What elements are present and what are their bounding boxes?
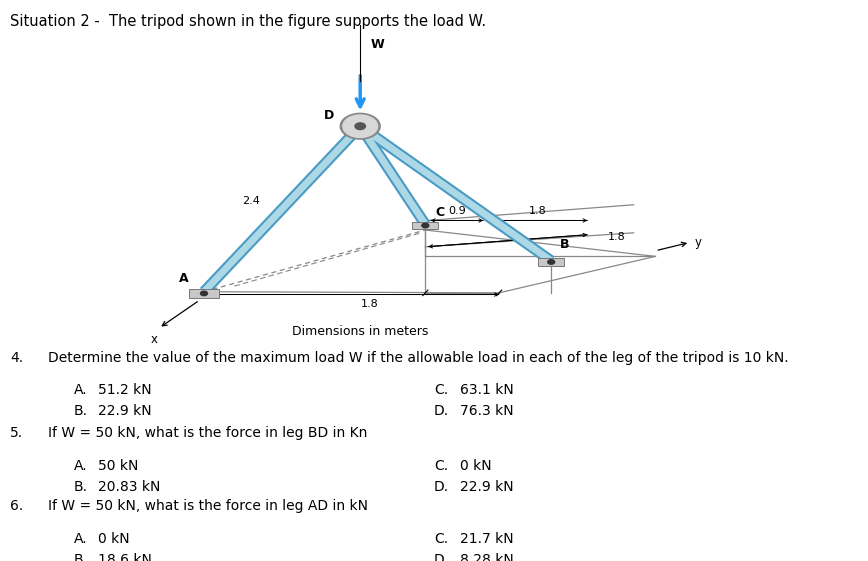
Bar <box>538 258 564 266</box>
Circle shape <box>201 291 207 296</box>
Text: C.: C. <box>434 459 448 473</box>
Bar <box>412 222 438 229</box>
Text: 1.8: 1.8 <box>608 232 625 242</box>
Text: 50 kN: 50 kN <box>98 459 139 473</box>
Circle shape <box>355 123 365 130</box>
Text: C: C <box>436 206 445 219</box>
Text: 20.83 kN: 20.83 kN <box>98 480 161 494</box>
Text: 18.6 kN: 18.6 kN <box>98 553 152 561</box>
Text: If W = 50 kN, what is the force in leg BD in Kn: If W = 50 kN, what is the force in leg B… <box>48 426 367 440</box>
Text: 0 kN: 0 kN <box>98 532 129 546</box>
Circle shape <box>343 115 378 137</box>
Text: x: x <box>151 333 158 346</box>
Text: 0.9: 0.9 <box>448 206 466 216</box>
Text: 76.3 kN: 76.3 kN <box>460 404 514 419</box>
Text: 5.: 5. <box>10 426 23 440</box>
Text: C.: C. <box>434 532 448 546</box>
Text: D: D <box>324 109 334 122</box>
Text: W: W <box>371 38 385 52</box>
Bar <box>188 289 219 298</box>
Text: 63.1 kN: 63.1 kN <box>460 383 514 397</box>
Circle shape <box>422 223 429 228</box>
Text: D.: D. <box>434 480 449 494</box>
Text: C.: C. <box>434 383 448 397</box>
Text: B: B <box>560 238 569 251</box>
Text: 22.9 kN: 22.9 kN <box>460 480 514 494</box>
Text: 1.8: 1.8 <box>529 206 547 216</box>
Text: Situation 2 -  The tripod shown in the figure supports the load W.: Situation 2 - The tripod shown in the fi… <box>10 14 487 29</box>
Text: A.: A. <box>74 383 88 397</box>
Text: 51.2 kN: 51.2 kN <box>98 383 152 397</box>
Text: 2.4: 2.4 <box>242 196 260 205</box>
Text: A.: A. <box>74 532 88 546</box>
Text: 1.8: 1.8 <box>361 299 379 309</box>
Text: B.: B. <box>74 553 88 561</box>
Text: B.: B. <box>74 480 88 494</box>
Text: Determine the value of the maximum load W if the allowable load in each of the l: Determine the value of the maximum load … <box>48 351 788 365</box>
Circle shape <box>548 260 555 264</box>
Text: 0 kN: 0 kN <box>460 459 491 473</box>
Text: A: A <box>179 272 188 285</box>
Text: D.: D. <box>434 553 449 561</box>
Text: D.: D. <box>434 404 449 419</box>
Text: B.: B. <box>74 404 88 419</box>
Text: 8.28 kN: 8.28 kN <box>460 553 514 561</box>
Text: A.: A. <box>74 459 88 473</box>
Text: 6.: 6. <box>10 499 23 513</box>
Text: 4.: 4. <box>10 351 23 365</box>
Text: Dimensions in meters: Dimensions in meters <box>292 325 429 338</box>
Circle shape <box>340 113 380 139</box>
Text: If W = 50 kN, what is the force in leg AD in kN: If W = 50 kN, what is the force in leg A… <box>48 499 368 513</box>
Text: 22.9 kN: 22.9 kN <box>98 404 152 419</box>
Text: y: y <box>694 236 701 249</box>
Text: 21.7 kN: 21.7 kN <box>460 532 514 546</box>
